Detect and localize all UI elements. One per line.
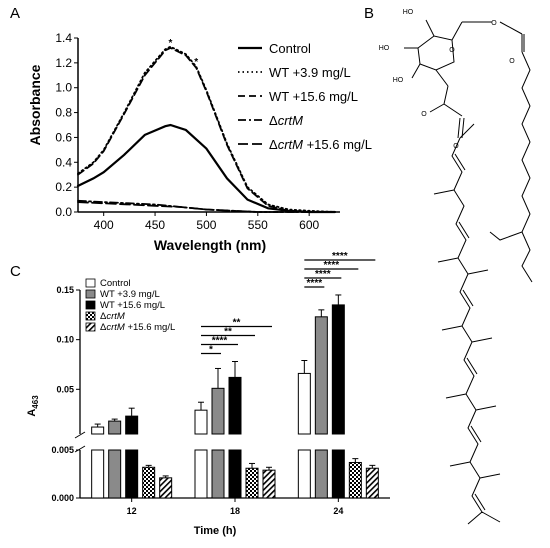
atom-label: O: [421, 111, 427, 118]
a-x-tick-label: 500: [196, 218, 216, 232]
atom-label: O: [449, 47, 455, 54]
c-bar: [211, 387, 225, 435]
c-significance-label: ****: [324, 260, 340, 271]
c-legend-swatch: [85, 289, 96, 299]
c-bar: [314, 316, 328, 435]
a-marker: *: [169, 38, 173, 49]
c-bar: [142, 466, 156, 499]
c-y-axis-title: A463: [26, 395, 40, 417]
a-y-tick-label: 0.2: [55, 180, 72, 194]
c-significance-label: **: [224, 327, 232, 338]
c-legend-label: ΔcrtM +15.6 mg/L: [100, 322, 175, 333]
c-significance-label: ****: [315, 269, 331, 280]
c-bar: [348, 461, 362, 499]
c-bar: [331, 304, 345, 435]
c-legend-swatch: [85, 322, 96, 332]
chemical-structure: HO HO HO O O O O O: [379, 9, 533, 525]
a-series-line: [77, 45, 336, 213]
atom-label: O: [509, 58, 515, 65]
c-bar: [91, 426, 105, 435]
a-x-tick-label: 400: [94, 218, 114, 232]
a-x-tick-label: 450: [145, 218, 165, 232]
c-y-tick-label: 0.10: [56, 335, 74, 345]
c-legend-label: Control: [100, 278, 131, 289]
c-legend-label: WT +15.6 mg/L: [100, 300, 165, 311]
c-x-tick-label: 24: [333, 506, 343, 516]
c-bar: [194, 409, 208, 435]
c-bar: [194, 449, 208, 499]
c-y-tick-label: 0.05: [56, 384, 74, 394]
c-significance-label: ****: [212, 336, 228, 347]
c-legend-label: WT +3.9 mg/L: [100, 289, 160, 300]
c-significance-label: **: [233, 318, 241, 329]
c-bar: [297, 372, 311, 435]
c-bar: [245, 467, 259, 499]
c-significance-label: ****: [307, 278, 323, 289]
a-legend-label: WT +15.6 mg/L: [269, 89, 358, 104]
c-bar: [297, 449, 311, 499]
absorbance-spectrum-chart: Absorbance Wavelength (nm) 400 450 500 550 6…: [27, 31, 372, 253]
c-bar: [331, 449, 345, 499]
atom-label: HO: [393, 77, 404, 84]
panel-letter-c: C: [10, 263, 21, 280]
a-legend: Control WT +3.9 mg/L WT +15.6 mg/L ΔcrtM Δcr…: [238, 41, 372, 152]
a-x-axis-title: Wavelength (nm): [154, 237, 266, 253]
c-bar: [91, 449, 105, 499]
c-bar: [125, 415, 139, 435]
a-series-line: [77, 201, 336, 213]
c-legend-swatch: [85, 311, 96, 321]
a-x-tick-label: 600: [299, 218, 319, 232]
c-significance-label: ****: [332, 251, 348, 262]
a-y-tick-label: 1.0: [55, 81, 72, 95]
a-y-tick-label: 0.6: [55, 130, 72, 144]
a-legend-label: WT +3.9 mg/L: [269, 65, 351, 80]
a-y-axis-title: Absorbance: [27, 64, 43, 145]
a-series-line: [77, 46, 336, 213]
c-significance-label: *: [209, 345, 213, 356]
c-bar: [108, 449, 122, 499]
carotenoid-chain: [433, 123, 501, 525]
c-y-tick-label: 0.000: [51, 493, 74, 503]
c-bar: [228, 376, 242, 435]
a-y-tick-label: 0.0: [55, 205, 72, 219]
a-y-tick-label: 0.8: [55, 106, 72, 120]
c-y-tick-label: 0.15: [56, 285, 74, 295]
c-x-axis-title: Time (h): [194, 525, 237, 537]
c-legend-swatch: [85, 300, 96, 310]
a-legend-label: Control: [269, 41, 311, 56]
c-bar: [314, 449, 328, 499]
panel-letter-b: B: [364, 5, 374, 22]
c-bar: [159, 477, 173, 499]
c-bar: [262, 469, 276, 499]
panel-letter-a: A: [10, 5, 20, 22]
atom-label: O: [491, 20, 497, 27]
a-legend-label: ΔcrtM +15.6 mg/L: [269, 137, 372, 152]
a-x-tick-label: 550: [248, 218, 268, 232]
c-legend-swatch: [85, 278, 96, 288]
c-legend-label: ΔcrtM: [100, 311, 125, 322]
c-axis-break: [74, 431, 86, 439]
c-bar: [108, 420, 122, 435]
c-axis-break: [74, 445, 86, 453]
a-y-tick-label: 1.2: [55, 56, 72, 70]
c-y-tick-label: 0.005: [51, 445, 74, 455]
bar-chart: A463 Time (h) 0.05 0.10 0.15 0.000 0.005 12 18…: [26, 251, 390, 537]
a-marker: *: [194, 57, 198, 68]
c-bar: [211, 449, 225, 499]
c-x-tick-label: 12: [127, 506, 137, 516]
atom-label: HO: [379, 45, 390, 52]
a-legend-label: ΔcrtM: [269, 113, 303, 128]
c-bar: [125, 449, 139, 499]
atom-label: O: [453, 143, 459, 150]
c-bar: [365, 467, 379, 499]
c-bar: [228, 449, 242, 499]
fatty-acid-chain: [489, 51, 533, 283]
a-y-tick-label: 0.4: [55, 155, 72, 169]
a-y-tick-label: 1.4: [55, 31, 72, 45]
c-x-tick-label: 18: [230, 506, 240, 516]
atom-label: HO: [403, 9, 414, 16]
